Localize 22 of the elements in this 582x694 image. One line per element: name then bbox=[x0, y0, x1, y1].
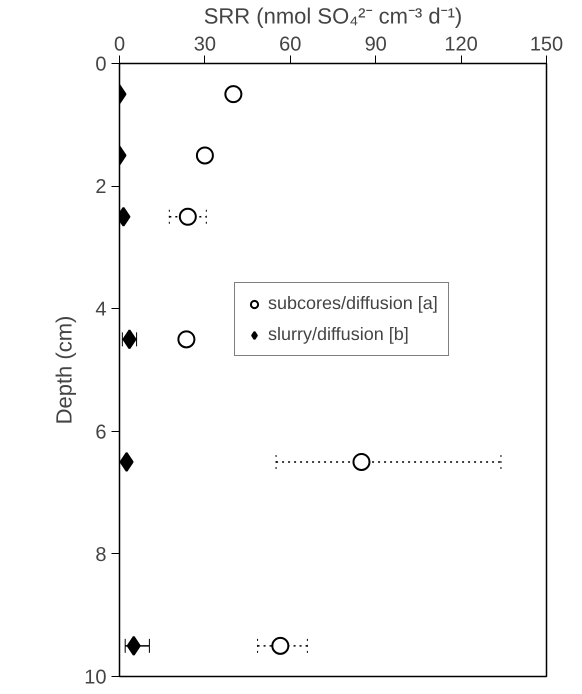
x-tick-label: 150 bbox=[530, 34, 564, 56]
y-tick-label: 6 bbox=[95, 421, 106, 444]
x-tick-label: 60 bbox=[279, 34, 302, 56]
y-tick-label: 4 bbox=[95, 298, 106, 321]
x-axis-title: SRR (nmol SO₄²⁻ cm⁻³ d⁻¹) bbox=[204, 4, 462, 28]
legend-label: slurry/diffusion [b] bbox=[268, 324, 409, 345]
y-tick-label: 8 bbox=[95, 544, 106, 566]
x-tick-label: 30 bbox=[194, 34, 216, 56]
x-tick-label: 0 bbox=[114, 34, 126, 56]
x-tick-label: 120 bbox=[444, 34, 478, 56]
y-tick-label: 0 bbox=[95, 54, 106, 76]
x-tick-label: 90 bbox=[364, 34, 387, 56]
y-tick-label: 10 bbox=[84, 666, 107, 688]
point bbox=[271, 636, 290, 655]
point bbox=[177, 330, 196, 348]
y-axis-title: Depth (cm) bbox=[51, 316, 76, 424]
point bbox=[352, 452, 370, 471]
point bbox=[196, 146, 214, 164]
point bbox=[224, 85, 242, 104]
y-tick-label: 2 bbox=[95, 176, 106, 198]
legend-label: subcores/diffusion [a] bbox=[268, 293, 438, 314]
point bbox=[178, 208, 197, 226]
